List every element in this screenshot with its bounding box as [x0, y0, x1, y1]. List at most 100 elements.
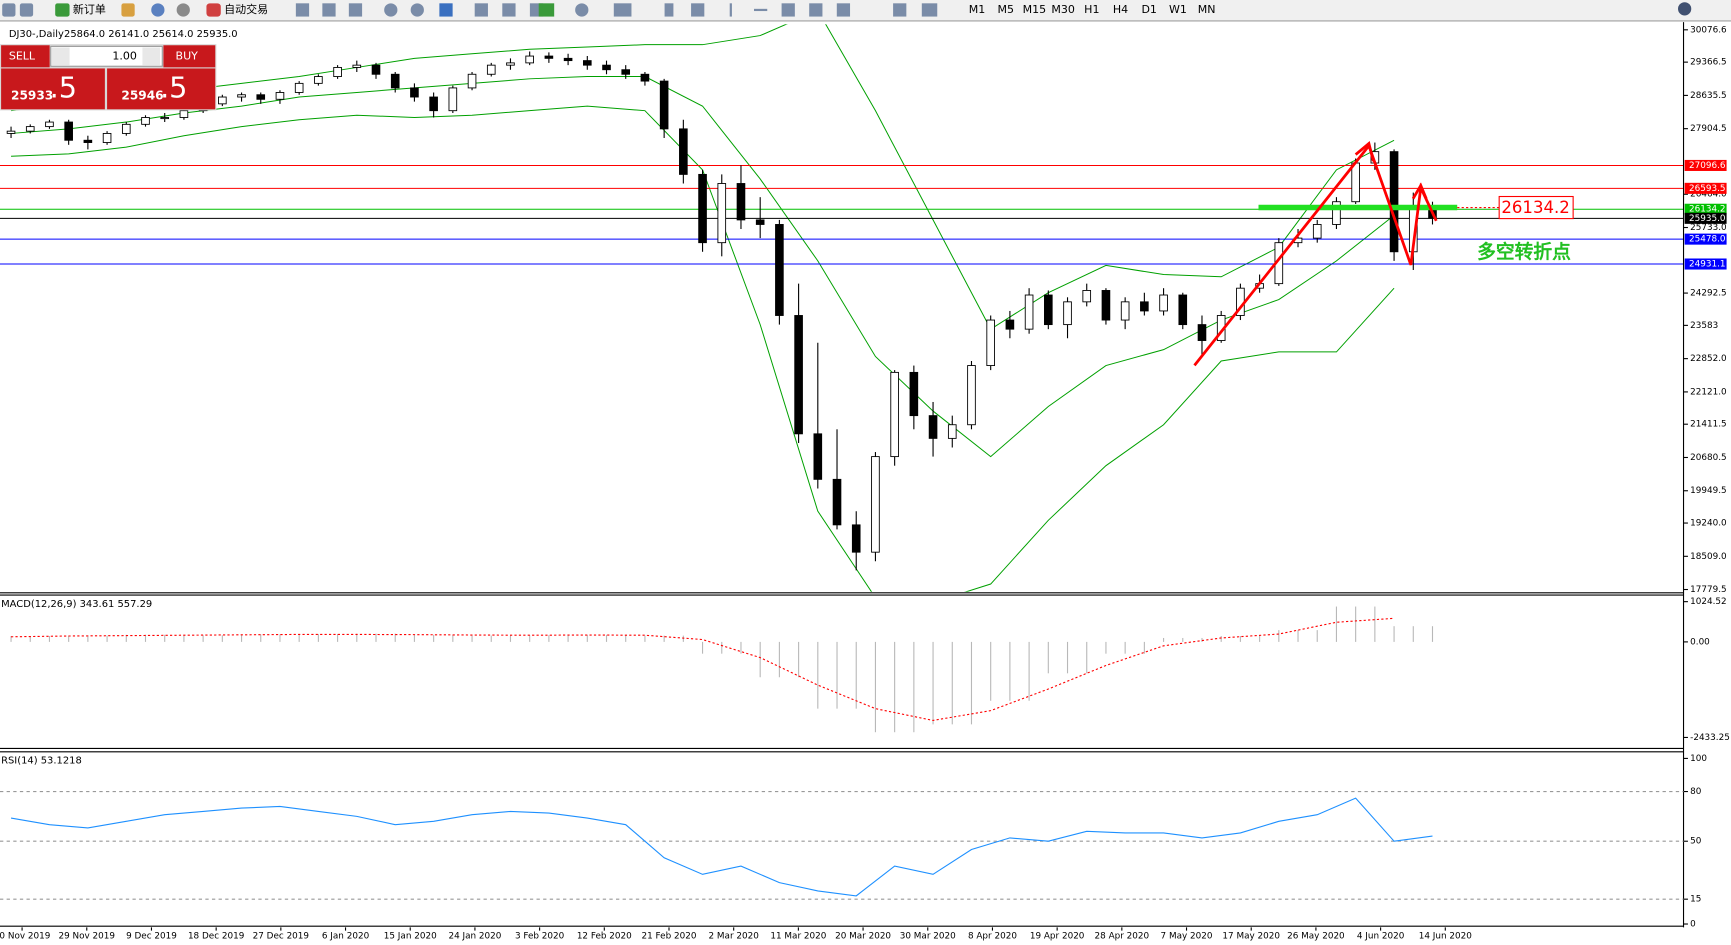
- candle-body: [218, 96, 227, 105]
- candle-body: [275, 92, 285, 100]
- timeframe-button[interactable]: M5: [997, 3, 1014, 16]
- timeframe-button[interactable]: M30: [1051, 3, 1075, 16]
- candle-body: [1120, 301, 1130, 321]
- rsi-y-tick-label: 80: [1690, 787, 1702, 797]
- candle-body: [467, 73, 477, 89]
- candle-body: [45, 121, 54, 128]
- y-tick-label: 19240.0: [1690, 519, 1727, 529]
- x-tick-label: 30 Mar 2020: [900, 932, 956, 942]
- candle-body: [371, 64, 381, 75]
- candle-body: [986, 319, 995, 367]
- x-tick-label: 28 Apr 2020: [1095, 932, 1150, 942]
- x-tick-label: 20 Nov 2019: [0, 932, 50, 942]
- x-tick-label: 27 Dec 2019: [253, 932, 309, 942]
- candle-body: [659, 80, 669, 130]
- x-tick-label: 20 Mar 2020: [835, 932, 891, 942]
- price-level-label: 26134.2: [1689, 205, 1726, 215]
- buy-button[interactable]: [163, 45, 216, 68]
- price-level-label: 25478.0: [1689, 235, 1726, 245]
- candle-body: [563, 57, 573, 62]
- candle-body: [1024, 294, 1034, 330]
- buy-price-pips: .5: [160, 70, 187, 104]
- candle-body: [640, 73, 650, 82]
- candle-body: [544, 55, 554, 59]
- drawn-annotations: [1193, 141, 1574, 367]
- candle-body: [928, 415, 938, 439]
- candle-body: [679, 128, 688, 175]
- candle-body: [83, 139, 93, 143]
- x-tick-label: 24 Jan 2020: [448, 932, 501, 942]
- candle-body: [794, 315, 803, 435]
- candle-body: [813, 433, 823, 480]
- y-tick-label: 30076.6: [1690, 25, 1727, 35]
- rsi-y-tick-label: 0: [1690, 920, 1696, 930]
- candle-body: [390, 73, 400, 89]
- y-tick-label: 22121.0: [1690, 387, 1727, 397]
- candle-body: [256, 94, 266, 100]
- level-annotation: 26134.2: [1501, 198, 1569, 217]
- candle-body: [909, 371, 919, 417]
- bollinger-upper: [10, 24, 1395, 330]
- timeframe-button[interactable]: H4: [1113, 3, 1128, 16]
- price-level-box: [1684, 182, 1727, 194]
- candle-body: [314, 76, 323, 84]
- candle-body: [525, 55, 534, 64]
- sell-label[interactable]: SELL: [9, 49, 36, 62]
- x-tick-label: 19 Apr 2020: [1030, 932, 1085, 942]
- rsi-line: [10, 797, 1433, 897]
- candle-body: [775, 224, 784, 316]
- timeframe-button[interactable]: D1: [1141, 3, 1156, 16]
- rsi-y-tick-label: 15: [1690, 895, 1701, 905]
- toolbar-auto-trading[interactable]: 自动交易: [224, 2, 268, 16]
- x-tick-label: 9 Dec 2019: [126, 932, 177, 942]
- candle-body: [698, 173, 707, 244]
- candle-body: [179, 110, 189, 118]
- buy-label[interactable]: BUY: [176, 49, 199, 62]
- candle-body: [1312, 224, 1322, 239]
- timeframe-button[interactable]: H1: [1084, 3, 1099, 16]
- price-level-box: [1684, 159, 1727, 171]
- x-tick-label: 6 Jan 2020: [322, 932, 370, 942]
- x-tick-label: 14 Jun 2020: [1419, 932, 1472, 942]
- bollinger-middle: [11, 76, 1395, 458]
- y-tick-label: 25733.0: [1690, 223, 1727, 233]
- candle-body: [506, 62, 515, 66]
- toolbar: [0, 0, 1731, 21]
- candle-body: [602, 64, 611, 71]
- timeframe-button[interactable]: MN: [1198, 3, 1216, 16]
- sell-button[interactable]: [1, 45, 50, 68]
- candle-body: [947, 424, 957, 439]
- candle-body: [1101, 290, 1111, 321]
- x-tick-label: 12 Feb 2020: [577, 932, 632, 942]
- macd-y-tick-label: -2433.25: [1690, 733, 1730, 743]
- x-tick-label: 7 May 2020: [1161, 932, 1213, 942]
- y-tick-label: 18509.0: [1690, 552, 1727, 562]
- candle-body: [237, 94, 246, 98]
- toolbar-new-order[interactable]: 新订单: [73, 2, 106, 16]
- y-tick-label: 22852.0: [1690, 354, 1727, 364]
- candle-body: [1332, 201, 1341, 225]
- x-tick-label: 11 Mar 2020: [770, 932, 826, 942]
- timeframe-button[interactable]: W1: [1169, 3, 1187, 16]
- timeframe-button[interactable]: M15: [1023, 3, 1047, 16]
- x-tick-label: 29 Nov 2019: [58, 932, 115, 942]
- candle-body: [294, 82, 304, 93]
- candle-body: [871, 456, 880, 553]
- candle-body: [1140, 301, 1149, 312]
- x-tick-label: 15 Jan 2020: [384, 932, 437, 942]
- candle-body: [333, 66, 342, 77]
- candle-body: [352, 64, 362, 68]
- timeframe-button[interactable]: M1: [969, 3, 986, 16]
- candle-body: [1351, 162, 1360, 203]
- candle-body: [486, 64, 496, 75]
- candle-body: [851, 524, 861, 553]
- lots-input[interactable]: 1.00: [112, 49, 137, 62]
- candle-body: [64, 121, 73, 141]
- candle-body: [25, 126, 35, 132]
- price-level-label: 27096.6: [1689, 161, 1726, 171]
- candle-body: [1389, 151, 1399, 253]
- y-tick-label: 29366.5: [1690, 58, 1727, 68]
- candle-body: [717, 183, 727, 244]
- y-tick-label: 24292.5: [1690, 289, 1727, 299]
